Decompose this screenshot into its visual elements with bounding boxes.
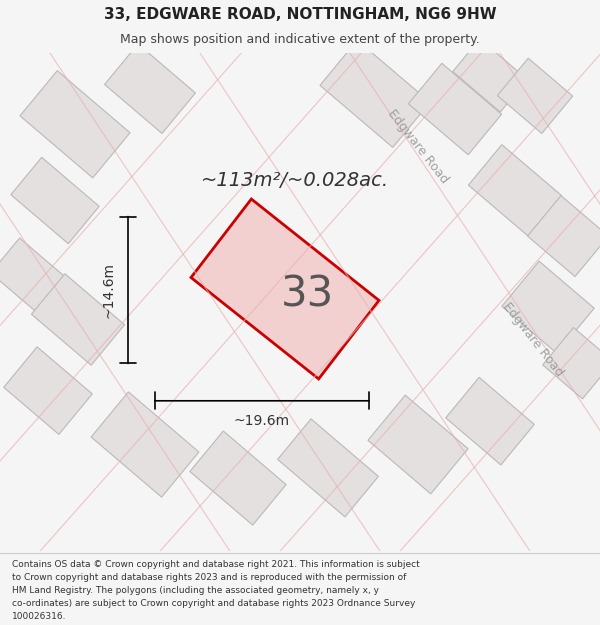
Polygon shape [502,261,594,353]
Polygon shape [469,144,562,236]
Polygon shape [446,378,534,465]
Text: co-ordinates) are subject to Crown copyright and database rights 2023 Ordnance S: co-ordinates) are subject to Crown copyr… [12,599,415,608]
Polygon shape [4,347,92,434]
Text: ~113m²/~0.028ac.: ~113m²/~0.028ac. [201,171,389,190]
Polygon shape [527,196,600,277]
Polygon shape [0,238,70,316]
Text: 100026316.: 100026316. [12,612,67,621]
Polygon shape [278,419,379,517]
Text: Contains OS data © Crown copyright and database right 2021. This information is : Contains OS data © Crown copyright and d… [12,560,420,569]
Polygon shape [91,392,199,497]
Polygon shape [190,431,286,525]
Text: 33, EDGWARE ROAD, NOTTINGHAM, NG6 9HW: 33, EDGWARE ROAD, NOTTINGHAM, NG6 9HW [104,8,496,22]
Polygon shape [104,44,196,134]
Polygon shape [11,158,99,244]
Text: Map shows position and indicative extent of the property.: Map shows position and indicative extent… [120,33,480,46]
Polygon shape [497,58,572,134]
Polygon shape [542,328,600,399]
Polygon shape [453,39,527,112]
Text: Edgware Road: Edgware Road [500,300,566,379]
Polygon shape [191,199,379,379]
Polygon shape [409,63,502,155]
Text: ~19.6m: ~19.6m [234,414,290,428]
Text: ~14.6m: ~14.6m [101,262,115,318]
Text: HM Land Registry. The polygons (including the associated geometry, namely x, y: HM Land Registry. The polygons (includin… [12,586,379,595]
Polygon shape [320,40,430,148]
Polygon shape [20,71,130,178]
Polygon shape [31,274,125,365]
Polygon shape [368,395,468,494]
Text: to Crown copyright and database rights 2023 and is reproduced with the permissio: to Crown copyright and database rights 2… [12,573,406,582]
Text: 33: 33 [280,273,334,315]
Text: Edgware Road: Edgware Road [385,107,451,186]
